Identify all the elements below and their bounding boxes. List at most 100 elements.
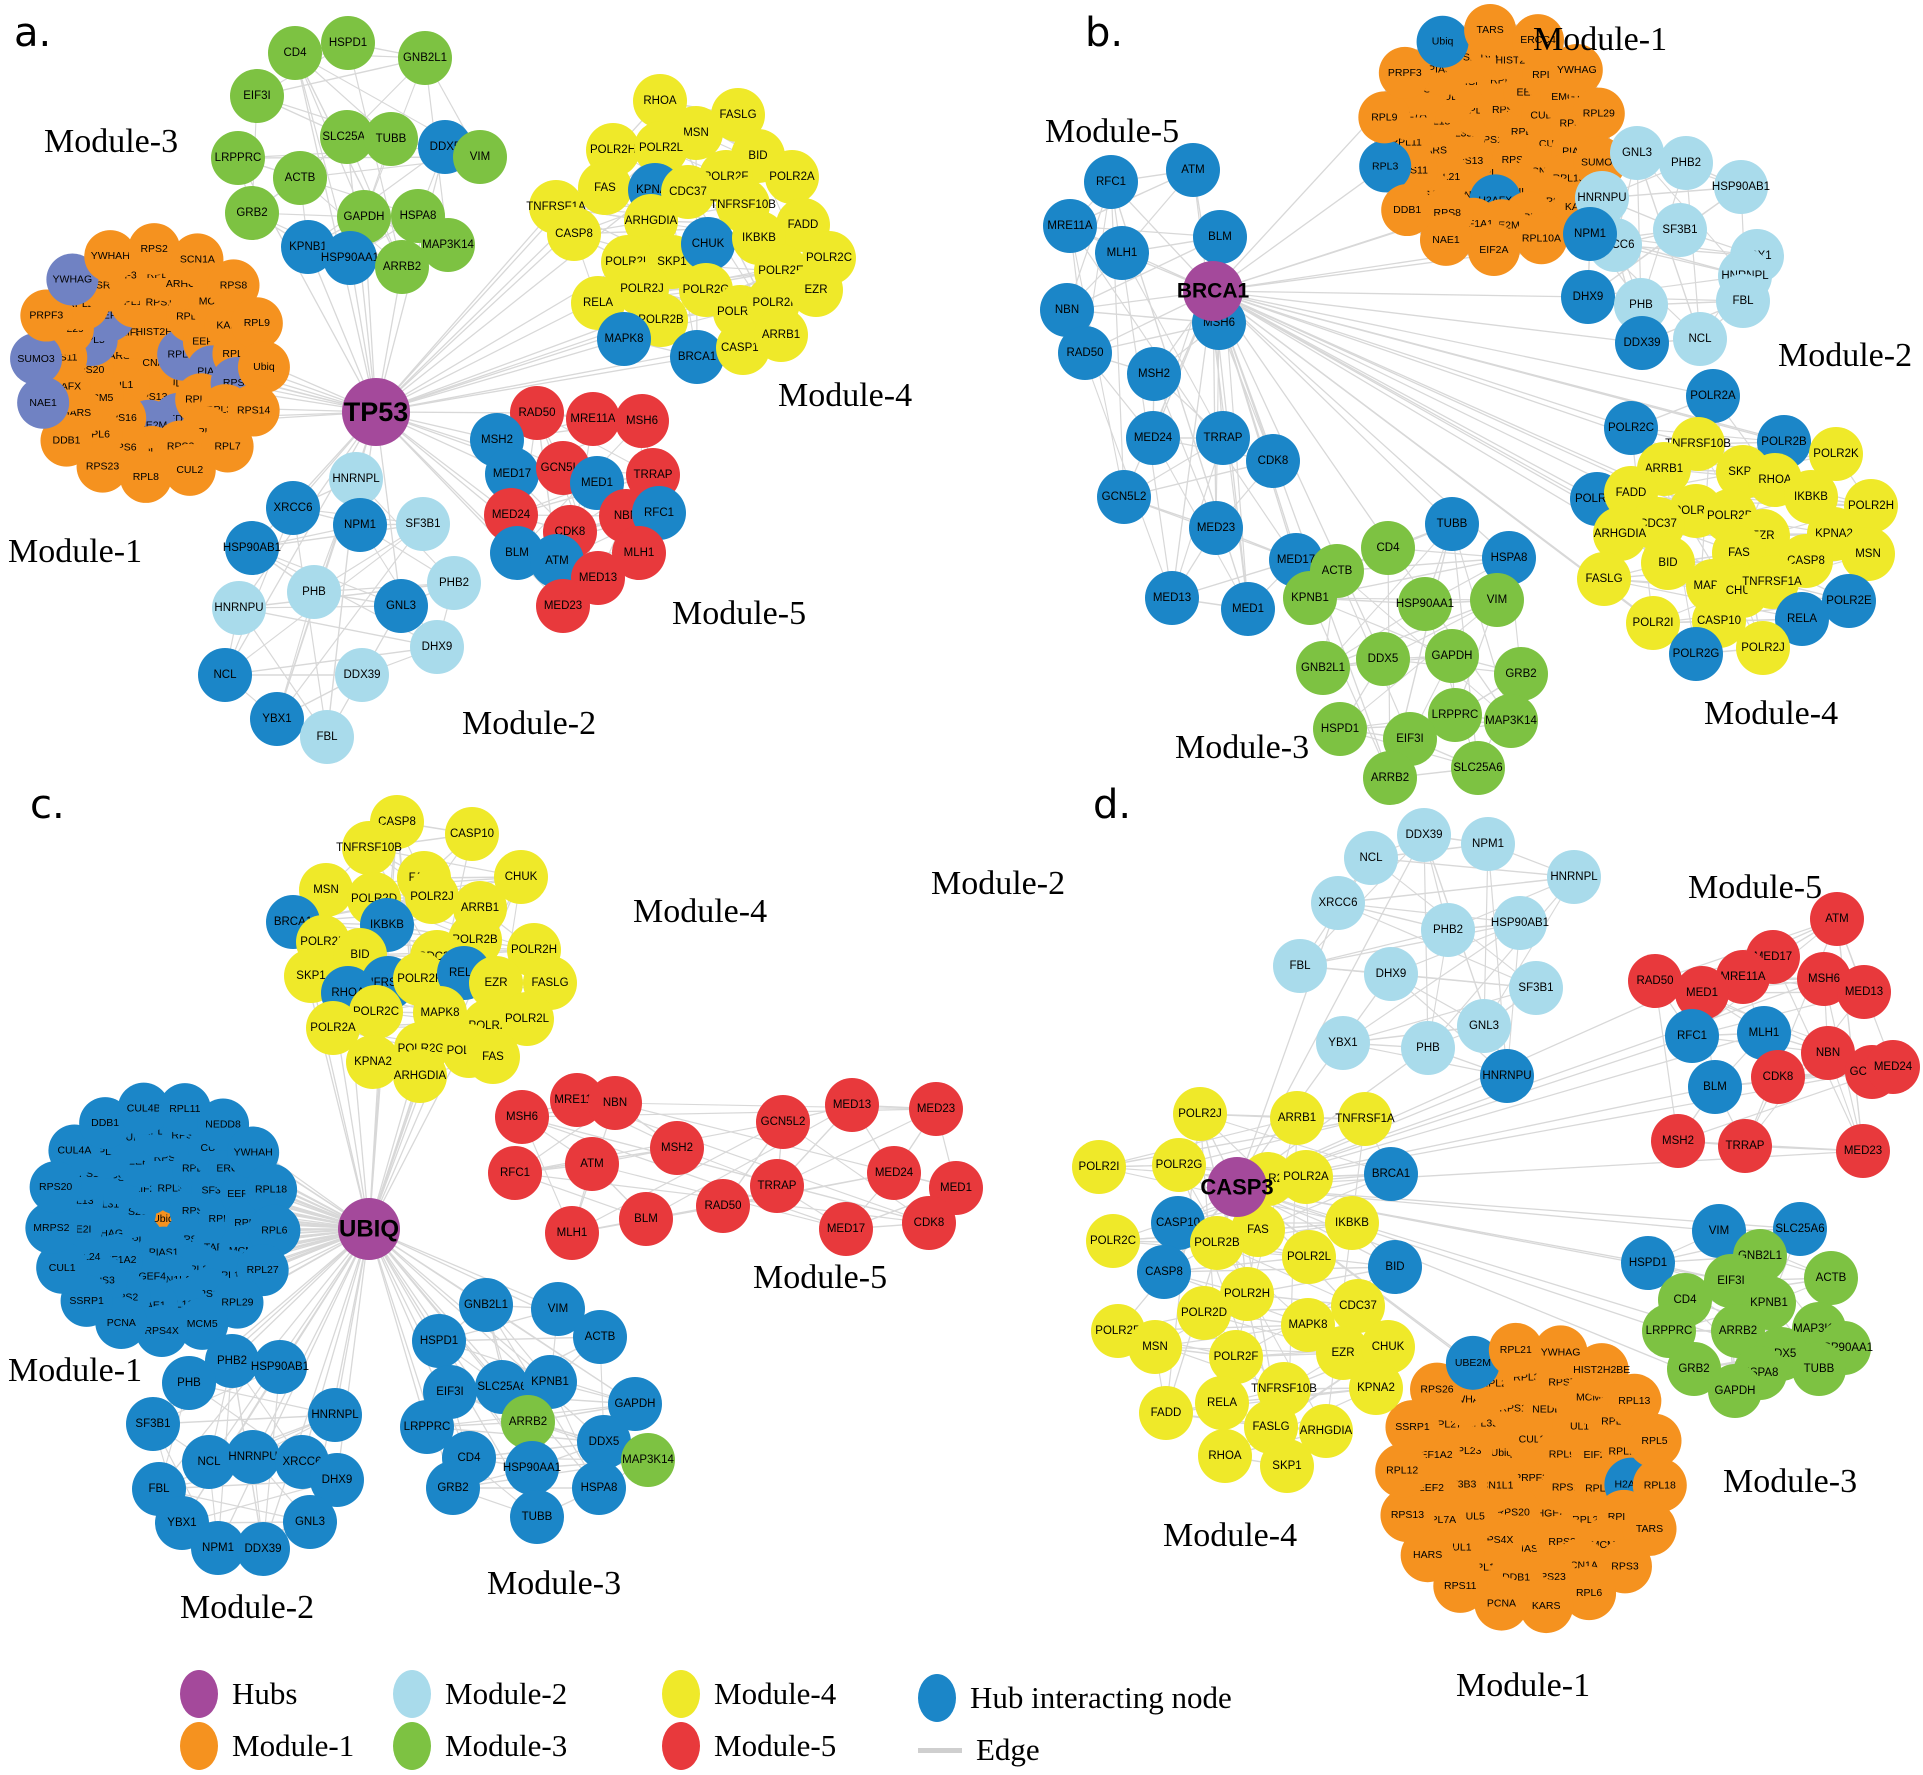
gene-node[interactable]: [191, 1521, 245, 1575]
gene-node[interactable]: [1220, 1267, 1274, 1321]
gene-node[interactable]: [1270, 1091, 1324, 1145]
gene-node[interactable]: [1572, 87, 1625, 140]
gene-node[interactable]: [337, 190, 391, 244]
gene-node[interactable]: [162, 1356, 216, 1410]
gene-node[interactable]: [523, 1355, 577, 1409]
gene-node[interactable]: [1464, 4, 1517, 57]
gene-node[interactable]: [1338, 1092, 1392, 1146]
gene-node[interactable]: [36, 1241, 89, 1294]
gene-node[interactable]: [1488, 1322, 1543, 1377]
gene-node[interactable]: [253, 1340, 307, 1394]
gene-node[interactable]: [1669, 627, 1723, 681]
gene-node[interactable]: [545, 1206, 599, 1260]
gene-node[interactable]: [505, 1441, 559, 1495]
gene-node[interactable]: [1451, 741, 1505, 795]
gene-node[interactable]: [1043, 199, 1097, 253]
gene-node[interactable]: [1283, 571, 1337, 625]
gene-node[interactable]: [1641, 536, 1695, 590]
gene-node[interactable]: [466, 1030, 520, 1084]
gene-node[interactable]: [1137, 1245, 1191, 1299]
gene-node[interactable]: [909, 1082, 963, 1136]
gene-node[interactable]: [1221, 582, 1275, 636]
gene-node[interactable]: [1775, 592, 1829, 646]
gene-node[interactable]: [1822, 574, 1876, 628]
gene-node[interactable]: [1433, 1558, 1488, 1613]
gene-node[interactable]: [1361, 1320, 1415, 1374]
gene-node[interactable]: [1716, 274, 1770, 328]
gene-node[interactable]: [248, 1204, 301, 1257]
gene-node[interactable]: [1195, 1376, 1249, 1430]
gene-node[interactable]: [1673, 312, 1727, 366]
gene-node[interactable]: [1173, 1087, 1227, 1141]
gene-node[interactable]: [1563, 207, 1617, 261]
gene-node[interactable]: [1198, 1429, 1252, 1483]
gene-node[interactable]: [1299, 1404, 1353, 1458]
gene-node[interactable]: [711, 88, 765, 142]
gene-node[interactable]: [1547, 850, 1601, 904]
gene-node[interactable]: [756, 1095, 810, 1149]
gene-node[interactable]: [621, 1433, 675, 1487]
gene-node[interactable]: [1480, 1049, 1534, 1103]
gene-node[interactable]: [1095, 226, 1149, 280]
gene-node[interactable]: [1607, 1373, 1662, 1428]
gene-node[interactable]: [225, 186, 279, 240]
gene-node[interactable]: [1621, 1236, 1675, 1290]
gene-node[interactable]: [1378, 46, 1431, 99]
gene-node[interactable]: [1361, 521, 1415, 575]
gene-node[interactable]: [612, 526, 666, 580]
gene-node[interactable]: [1425, 497, 1479, 551]
gene-node[interactable]: [1368, 1240, 1422, 1294]
gene-node[interactable]: [1349, 1361, 1403, 1415]
gene-node[interactable]: [349, 985, 403, 1039]
gene-node[interactable]: [1651, 1114, 1705, 1168]
gene-node[interactable]: [1419, 213, 1472, 266]
gene-node[interactable]: [566, 392, 620, 446]
gene-node[interactable]: [696, 1179, 750, 1233]
gene-node[interactable]: [1718, 1119, 1772, 1173]
gene-node[interactable]: [1509, 961, 1563, 1015]
gene-node[interactable]: [1189, 501, 1243, 555]
gene-node[interactable]: [281, 220, 335, 274]
gene-node[interactable]: [530, 534, 584, 588]
gene-node[interactable]: [1792, 1342, 1846, 1396]
gene-node[interactable]: [1363, 751, 1417, 805]
gene-node[interactable]: [300, 710, 354, 764]
gene-node[interactable]: [1380, 1488, 1435, 1543]
gene-node[interactable]: [825, 1078, 879, 1132]
gene-node[interactable]: [250, 692, 304, 746]
gene-node[interactable]: [323, 231, 377, 285]
gene-node[interactable]: [469, 956, 523, 1010]
gene-node[interactable]: [1139, 1386, 1193, 1440]
gene-node[interactable]: [412, 1314, 466, 1368]
hub-node[interactable]: [1183, 261, 1243, 321]
gene-node[interactable]: [902, 1196, 956, 1250]
gene-node[interactable]: [1809, 427, 1863, 481]
gene-node[interactable]: [273, 151, 327, 205]
gene-node[interactable]: [1675, 966, 1729, 1020]
gene-node[interactable]: [608, 1377, 662, 1431]
gene-node[interactable]: [1810, 892, 1864, 946]
gene-node[interactable]: [634, 121, 688, 175]
gene-node[interactable]: [1561, 270, 1615, 324]
gene-node[interactable]: [198, 648, 252, 702]
gene-node[interactable]: [1375, 1443, 1430, 1498]
gene-node[interactable]: [321, 16, 375, 70]
gene-node[interactable]: [268, 26, 322, 80]
gene-node[interactable]: [205, 1334, 259, 1388]
gene-node[interactable]: [25, 1202, 78, 1255]
gene-node[interactable]: [510, 386, 564, 440]
gene-node[interactable]: [225, 521, 279, 575]
gene-node[interactable]: [398, 31, 452, 85]
gene-node[interactable]: [1209, 1330, 1263, 1384]
gene-node[interactable]: [1177, 1286, 1231, 1340]
gene-node[interactable]: [500, 992, 554, 1046]
gene-node[interactable]: [1325, 1196, 1379, 1250]
gene-node[interactable]: [501, 1395, 555, 1449]
gene-node[interactable]: [1126, 411, 1180, 465]
gene-node[interactable]: [1040, 283, 1094, 337]
hub-node[interactable]: [342, 378, 410, 446]
gene-node[interactable]: [1659, 136, 1713, 190]
gene-node[interactable]: [245, 1163, 298, 1216]
gene-node[interactable]: [1273, 939, 1327, 993]
gene-node[interactable]: [1401, 1021, 1455, 1075]
